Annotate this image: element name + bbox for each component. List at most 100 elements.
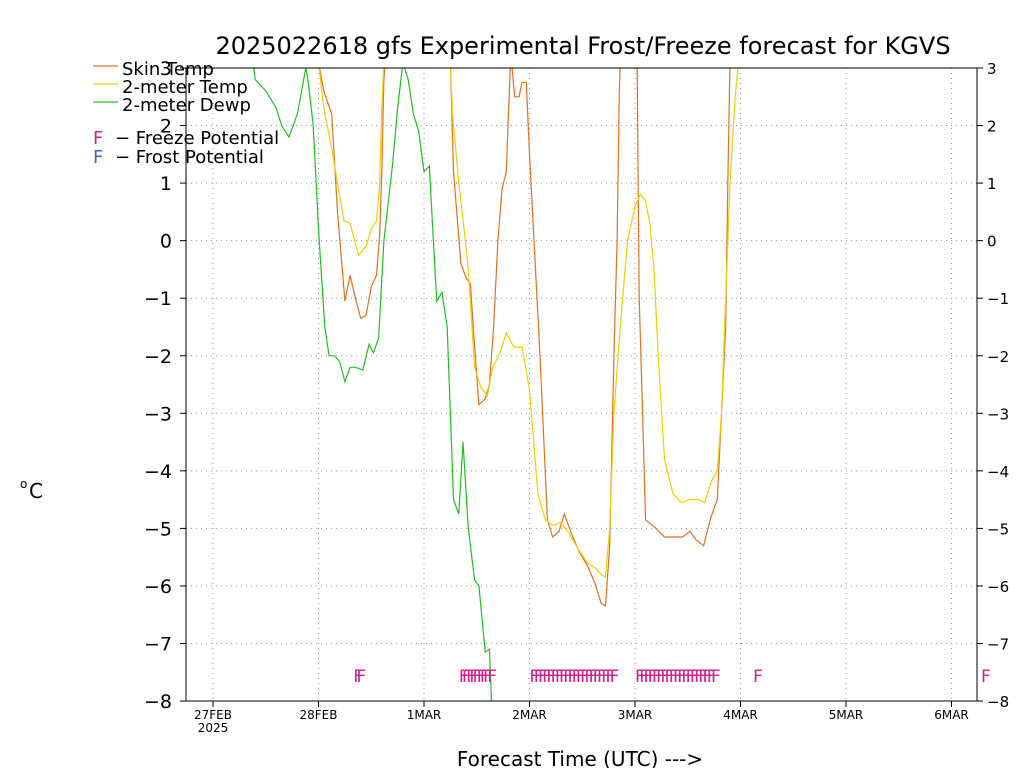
y-tick-label-left: 1 <box>160 173 172 195</box>
x-tick-label: 28FEB <box>300 708 338 722</box>
freeze-mark: F <box>462 667 472 687</box>
freeze-mark: F <box>648 667 658 687</box>
y-tick-label-right: 2 <box>987 118 997 136</box>
freeze-mark: F <box>555 667 565 687</box>
freeze-mark: F <box>605 667 615 687</box>
freeze-mark: F <box>563 667 573 687</box>
freeze-mark: F <box>584 667 594 687</box>
y-axis-ticks: −8 −8 −7 −7 −6 −6 −5 −5 −4 −4 −3 −3 −2 −2 −1 −1 0 0 1 1 2 2 3 3 <box>144 58 1009 713</box>
freeze-mark: F <box>593 667 603 687</box>
freeze-mark: F <box>483 667 493 687</box>
y-tick-label-right: −2 <box>987 348 1009 366</box>
legend-label: − Freeze Potential <box>115 128 279 149</box>
x-tick-label: 5MAR <box>829 708 864 722</box>
freeze-mark: F <box>656 667 666 687</box>
freeze-mark: F <box>551 667 561 687</box>
x-tick-label: 4MAR <box>723 708 758 722</box>
y-axis-unit-letter: C <box>29 479 43 503</box>
freeze-mark: F <box>466 667 476 687</box>
freeze-mark: F <box>753 667 763 687</box>
freeze-mark: F <box>546 667 556 687</box>
freeze-mark: F <box>487 667 497 687</box>
freeze-mark: F <box>356 667 366 687</box>
freeze-mark: F <box>665 667 675 687</box>
plot-frame <box>185 67 978 702</box>
y-tick-label-right: −1 <box>987 290 1009 308</box>
y-tick-label-left: −4 <box>144 461 172 483</box>
freeze-mark: F <box>534 667 544 687</box>
freeze-mark: F <box>610 667 620 687</box>
y-axis-unit-degree: o <box>20 477 27 491</box>
freeze-mark: F <box>690 667 700 687</box>
legend-letter: F <box>93 128 103 149</box>
legend-label: 2-meter Temp <box>122 77 248 98</box>
legend-label: 2-meter Dewp <box>122 95 251 116</box>
series-2-meter-dewp <box>253 68 493 701</box>
freeze-mark: F <box>703 667 713 687</box>
freeze-mark: F <box>459 667 469 687</box>
freeze-mark: F <box>643 667 653 687</box>
freeze-mark: F <box>669 667 679 687</box>
freeze-mark: F <box>694 667 704 687</box>
freeze-mark: F <box>480 667 490 687</box>
freeze-mark: F <box>652 667 662 687</box>
freeze-mark: F <box>681 667 691 687</box>
x-tick-sublabel: 2025 <box>198 721 229 735</box>
freeze-mark: F <box>473 667 483 687</box>
freeze-mark: F <box>635 667 645 687</box>
series-skin-temp <box>318 68 731 608</box>
y-tick-label-right: −6 <box>987 578 1009 596</box>
freeze-mark: F <box>660 667 670 687</box>
series-lines <box>253 68 739 701</box>
y-tick-label-right: 3 <box>987 60 997 78</box>
freeze-mark: F <box>530 667 540 687</box>
freeze-mark: F <box>639 667 649 687</box>
x-tick-label: 1MAR <box>407 708 442 722</box>
freeze-mark: F <box>580 667 590 687</box>
x-tick-label: 27FEB <box>194 708 232 722</box>
legend-letter: F <box>93 147 103 168</box>
freeze-mark: F <box>711 667 721 687</box>
freeze-mark: F <box>477 667 487 687</box>
freeze-mark: F <box>572 667 582 687</box>
y-tick-label-left: −8 <box>144 691 172 713</box>
freeze-mark: F <box>707 667 717 687</box>
y-tick-label-left: 0 <box>160 231 172 253</box>
freeze-mark: F <box>469 667 479 687</box>
freeze-mark: F <box>589 667 599 687</box>
chart-title: 2025022618 gfs Experimental Frost/Freeze… <box>215 32 950 60</box>
y-tick-label-left: −3 <box>144 403 172 425</box>
y-tick-label-right: 1 <box>987 175 997 193</box>
y-tick-label-right: 0 <box>987 233 997 251</box>
series-2-meter-temp <box>318 68 739 579</box>
y-tick-label-left: −2 <box>144 346 172 368</box>
freeze-mark: F <box>981 667 991 687</box>
x-tick-label: 6MAR <box>934 708 969 722</box>
freeze-mark: F <box>673 667 683 687</box>
y-tick-label-left: −7 <box>144 634 172 656</box>
x-axis-label: Forecast Time (UTC) ---> <box>457 747 703 768</box>
legend-label: − Frost Potential <box>115 147 264 168</box>
y-tick-label-left: −6 <box>144 576 172 598</box>
x-tick-label: 3MAR <box>618 708 653 722</box>
legend-label: Skin Temp <box>122 59 214 80</box>
y-tick-label-left: 2 <box>160 116 172 138</box>
freeze-mark: F <box>597 667 607 687</box>
freeze-mark: F <box>698 667 708 687</box>
y-tick-label-left: −1 <box>144 288 172 310</box>
freeze-mark: F <box>686 667 696 687</box>
freeze-mark: F <box>559 667 569 687</box>
y-tick-label-right: −7 <box>987 636 1009 654</box>
freeze-mark: F <box>601 667 611 687</box>
freeze-mark: F <box>677 667 687 687</box>
grid <box>186 68 977 701</box>
freeze-mark: F <box>576 667 586 687</box>
freeze-mark: F <box>542 667 552 687</box>
y-axis-label: o C <box>20 477 43 503</box>
y-tick-label-left: −5 <box>144 518 172 540</box>
y-tick-label-right: −3 <box>987 405 1009 423</box>
